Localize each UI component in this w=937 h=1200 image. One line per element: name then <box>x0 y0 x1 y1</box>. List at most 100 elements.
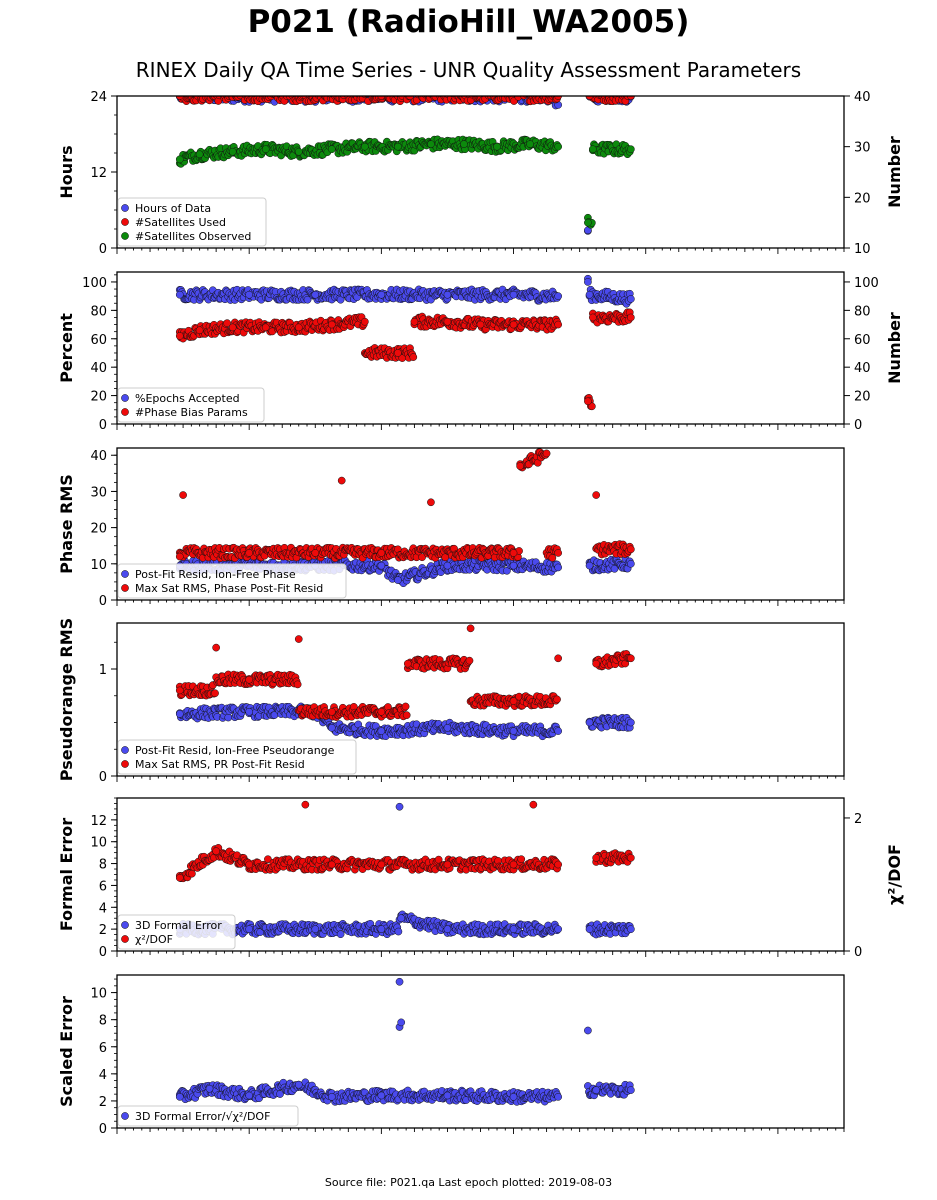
panel-4: 0 1 Pseudorange RMS Post-Fit Resid, Ion-Fre… <box>57 618 845 785</box>
series-2-2 <box>175 308 635 411</box>
data-point <box>603 88 610 95</box>
data-point <box>368 96 373 97</box>
y-tick-label: 10 <box>90 558 107 573</box>
data-point <box>480 96 484 97</box>
legend-marker <box>121 921 129 929</box>
data-point <box>291 88 298 95</box>
y-tick-label: 0 <box>99 594 107 609</box>
y-tick-label: 1 <box>99 663 107 678</box>
data-point <box>410 317 419 326</box>
data-point <box>421 87 428 94</box>
legend-box <box>117 197 267 247</box>
y-tick-label: 20 <box>90 522 107 537</box>
data-point <box>373 88 380 95</box>
data-point <box>293 680 302 689</box>
data-point <box>456 96 461 97</box>
data-point <box>443 317 452 326</box>
data-point <box>394 142 402 151</box>
y2-tick-label: 0 <box>854 945 862 960</box>
data-point <box>240 87 247 94</box>
y-tick-label: 30 <box>90 485 107 500</box>
data-point <box>519 96 522 97</box>
data-point <box>258 88 265 95</box>
data-point <box>627 854 635 862</box>
data-point <box>466 624 475 633</box>
data-point <box>434 88 441 95</box>
legend-box <box>117 387 265 423</box>
data-point <box>272 88 279 95</box>
data-point <box>348 96 353 97</box>
data-point <box>179 88 186 95</box>
data-point <box>361 96 362 97</box>
data-point <box>443 925 452 933</box>
data-point <box>469 88 476 95</box>
data-point <box>443 561 452 570</box>
data-point <box>599 96 604 97</box>
data-point <box>200 88 207 95</box>
data-point <box>587 88 594 95</box>
data-point <box>588 402 596 411</box>
data-point <box>294 323 303 332</box>
data-point <box>175 710 184 718</box>
data-point <box>339 96 342 97</box>
data-point <box>228 96 233 97</box>
data-point <box>489 88 496 95</box>
data-point <box>594 88 601 95</box>
y2-tick-label: 100 <box>854 276 879 291</box>
data-point <box>610 564 619 573</box>
data-point <box>421 96 425 97</box>
data-point <box>192 88 199 95</box>
data-point <box>533 88 540 95</box>
data-point <box>245 707 254 716</box>
data-point <box>410 88 417 95</box>
series-5-2 <box>175 800 635 883</box>
data-point <box>412 88 419 95</box>
data-point <box>585 925 594 933</box>
chart-title: P021 (RadioHill_WA2005) <box>247 4 690 40</box>
data-point <box>439 87 446 94</box>
data-point <box>301 800 310 809</box>
data-point <box>548 88 555 95</box>
data-point <box>261 145 270 154</box>
legend-box <box>117 914 236 950</box>
data-point <box>627 295 635 303</box>
y2-tick-label: 60 <box>854 333 871 348</box>
y-axis-label: Formal Error <box>57 818 76 931</box>
series-3-2 <box>175 448 635 563</box>
y2-tick-label: 20 <box>854 191 871 206</box>
data-point <box>245 925 254 933</box>
data-point <box>585 718 594 727</box>
y-tick-label: 0 <box>99 945 107 960</box>
legend-marker <box>121 394 129 402</box>
data-point <box>529 800 538 809</box>
series-2-1 <box>175 274 635 308</box>
data-point <box>444 88 451 95</box>
plot-area-2 <box>175 274 635 411</box>
data-point <box>219 88 226 95</box>
data-point <box>433 88 440 95</box>
series-6-1 <box>175 977 635 1106</box>
data-point <box>245 860 254 869</box>
y2-tick-label: 80 <box>854 304 871 319</box>
data-point <box>589 145 597 154</box>
legend-4: Post-Fit Resid, Ion-Free PseudorangeMax … <box>117 739 357 775</box>
data-point <box>216 88 223 95</box>
data-point <box>245 549 254 557</box>
data-point <box>608 88 615 95</box>
data-point <box>516 88 523 95</box>
data-point <box>483 88 490 95</box>
data-point <box>237 96 242 97</box>
data-point <box>327 145 336 154</box>
series-1-3 <box>175 135 635 229</box>
data-point <box>511 87 518 94</box>
data-point <box>627 718 635 727</box>
data-point <box>197 96 202 97</box>
y2-tick-label: 2 <box>854 812 862 827</box>
data-point <box>422 88 429 95</box>
data-point <box>429 88 436 95</box>
data-point <box>337 476 346 485</box>
data-point <box>377 860 386 869</box>
data-point <box>503 88 510 95</box>
data-point <box>223 96 227 97</box>
